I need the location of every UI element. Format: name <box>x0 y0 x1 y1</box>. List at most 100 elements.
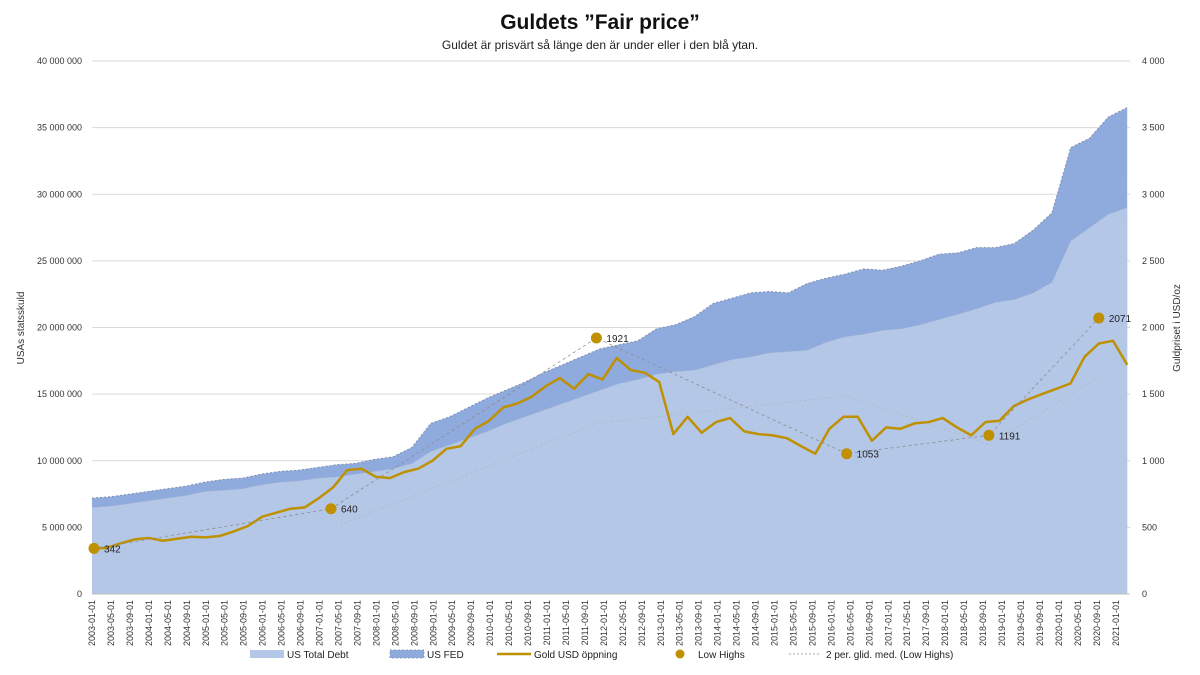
low-high-point <box>88 542 100 554</box>
y-right-tick-label: 1 500 <box>1142 389 1165 399</box>
low-high-label: 1053 <box>857 450 880 461</box>
legend-label: US Total Debt <box>287 650 349 661</box>
low-high-point <box>983 429 995 441</box>
low-high-label: 640 <box>341 505 358 516</box>
x-tick-label: 2012-05-01 <box>618 600 628 646</box>
us-total-debt-edge <box>91 207 1128 508</box>
x-tick-label: 2005-05-01 <box>220 600 230 646</box>
low-high-point <box>1093 312 1105 324</box>
x-tick-label: 2009-05-01 <box>447 600 457 646</box>
x-tick-label: 2015-09-01 <box>807 600 817 646</box>
y-left-tick-label: 30 000 000 <box>37 189 82 199</box>
x-tick-label: 2016-01-01 <box>826 600 836 646</box>
chart-title: Guldets ”Fair price” <box>500 11 700 34</box>
x-tick-label: 2011-09-01 <box>580 600 590 645</box>
y-right-tick-label: 3 500 <box>1142 123 1165 133</box>
x-tick-label: 2009-01-01 <box>428 600 438 646</box>
y-left-tick-label: 25 000 000 <box>37 256 82 266</box>
legend-swatch <box>675 649 685 659</box>
x-tick-label: 2016-09-01 <box>864 600 874 646</box>
x-tick-label: 2008-01-01 <box>371 600 381 646</box>
x-tick-label: 2012-01-01 <box>599 600 609 646</box>
x-tick-label: 2013-09-01 <box>694 600 704 646</box>
legend: US Total Debt US FED Gold USD öppning Low H… <box>250 649 953 661</box>
y-axis-left-title: USAs statsskuld <box>16 292 27 365</box>
gold-line <box>91 339 1129 550</box>
x-tick-label: 2011-01-01 <box>542 600 552 645</box>
x-tick-label: 2007-01-01 <box>315 600 325 646</box>
chart-subtitle: Guldet är prisvärt så länge den är under… <box>442 38 758 52</box>
y-left-tick-label: 35 000 000 <box>37 123 82 133</box>
x-tick-label: 2006-09-01 <box>296 600 306 646</box>
low-highs-moving-average-line <box>93 317 1100 549</box>
x-tick-label: 2007-05-01 <box>333 600 343 646</box>
y-left-tick-label: 40 000 000 <box>37 56 82 66</box>
y-left-tick-label: 20 000 000 <box>37 323 82 333</box>
low-high-point <box>841 448 853 460</box>
x-tick-label: 2011-05-01 <box>561 600 571 645</box>
low-high-label: 1191 <box>999 431 1021 442</box>
legend-swatch <box>250 650 284 658</box>
x-tick-label: 2013-01-01 <box>656 600 666 646</box>
x-tick-label: 2003-09-01 <box>125 600 135 646</box>
x-tick-label: 2014-09-01 <box>751 600 761 646</box>
x-tick-label: 2018-05-01 <box>959 600 969 646</box>
y-left-tick-label: 5 000 000 <box>42 522 82 532</box>
y-right-tick-label: 500 <box>1142 522 1157 532</box>
x-tick-label: 2005-01-01 <box>201 600 211 646</box>
x-tick-label: 2020-05-01 <box>1073 600 1083 646</box>
x-tick-label: 2017-09-01 <box>921 600 931 646</box>
x-tick-label: 2017-05-01 <box>902 600 912 646</box>
y-right-tick-label: 3 000 <box>1142 189 1165 199</box>
low-high-label: 2071 <box>1109 314 1132 325</box>
y-right-tick-label: 2 000 <box>1142 323 1165 333</box>
line-layer: 342 640 1921 1053 1191 2071 <box>88 312 1132 555</box>
x-tick-label: 2019-01-01 <box>997 600 1007 646</box>
axis-layer: 0 5 000 000 10 000 000 15 000 000 20 000 000… <box>37 56 1165 646</box>
legend-label: 2 per. glid. med. (Low Highs) <box>826 650 953 661</box>
y-left-tick-label: 10 000 000 <box>37 456 82 466</box>
x-tick-label: 2020-09-01 <box>1092 600 1102 646</box>
x-tick-label: 2012-09-01 <box>637 600 647 646</box>
x-tick-label: 2004-09-01 <box>182 600 192 646</box>
y-left-tick-label: 0 <box>77 589 82 599</box>
x-tick-label: 2017-01-01 <box>883 600 893 646</box>
x-tick-label: 2010-01-01 <box>485 600 495 646</box>
x-tick-label: 2013-05-01 <box>675 600 685 646</box>
x-tick-label: 2014-05-01 <box>732 600 742 646</box>
x-tick-label: 2018-01-01 <box>940 600 950 646</box>
x-tick-label: 2006-05-01 <box>277 600 287 646</box>
x-tick-label: 2019-05-01 <box>1016 600 1026 646</box>
low-high-label: 342 <box>104 544 121 555</box>
x-tick-label: 2015-05-01 <box>788 600 798 646</box>
x-tick-label: 2014-01-01 <box>713 600 723 646</box>
y-left-tick-label: 15 000 000 <box>37 389 82 399</box>
x-tick-label: 2009-09-01 <box>466 600 476 646</box>
x-tick-label: 2008-05-01 <box>390 600 400 646</box>
us-total-debt-area <box>92 207 1128 594</box>
low-highs-moving-average-line-secondary <box>330 376 1099 529</box>
x-tick-label: 2007-09-01 <box>352 600 362 646</box>
legend-swatch <box>389 649 425 659</box>
x-tick-label: 2019-09-01 <box>1035 600 1045 646</box>
low-high-point <box>590 332 602 344</box>
y-axis-right-title: Guldpriset i USD/oz <box>1172 284 1183 372</box>
x-tick-label: 2020-01-01 <box>1054 600 1064 646</box>
y-right-tick-label: 4 000 <box>1142 56 1165 66</box>
y-right-tick-label: 0 <box>1142 589 1147 599</box>
x-tick-label: 2016-05-01 <box>845 600 855 646</box>
x-tick-label: 2008-09-01 <box>409 600 419 646</box>
x-tick-label: 2004-01-01 <box>144 600 154 646</box>
x-tick-label: 2003-01-01 <box>87 600 97 646</box>
legend-label: Gold USD öppning <box>534 650 617 661</box>
legend-label: Low Highs <box>698 650 745 661</box>
y-right-tick-label: 1 000 <box>1142 456 1165 466</box>
x-tick-label: 2010-09-01 <box>523 600 533 646</box>
y-right-tick-label: 2 500 <box>1142 256 1165 266</box>
low-high-label: 1921 <box>606 334 629 345</box>
area-layer <box>91 107 1128 594</box>
x-tick-label: 2005-09-01 <box>239 600 249 646</box>
x-tick-label: 2018-09-01 <box>978 600 988 646</box>
